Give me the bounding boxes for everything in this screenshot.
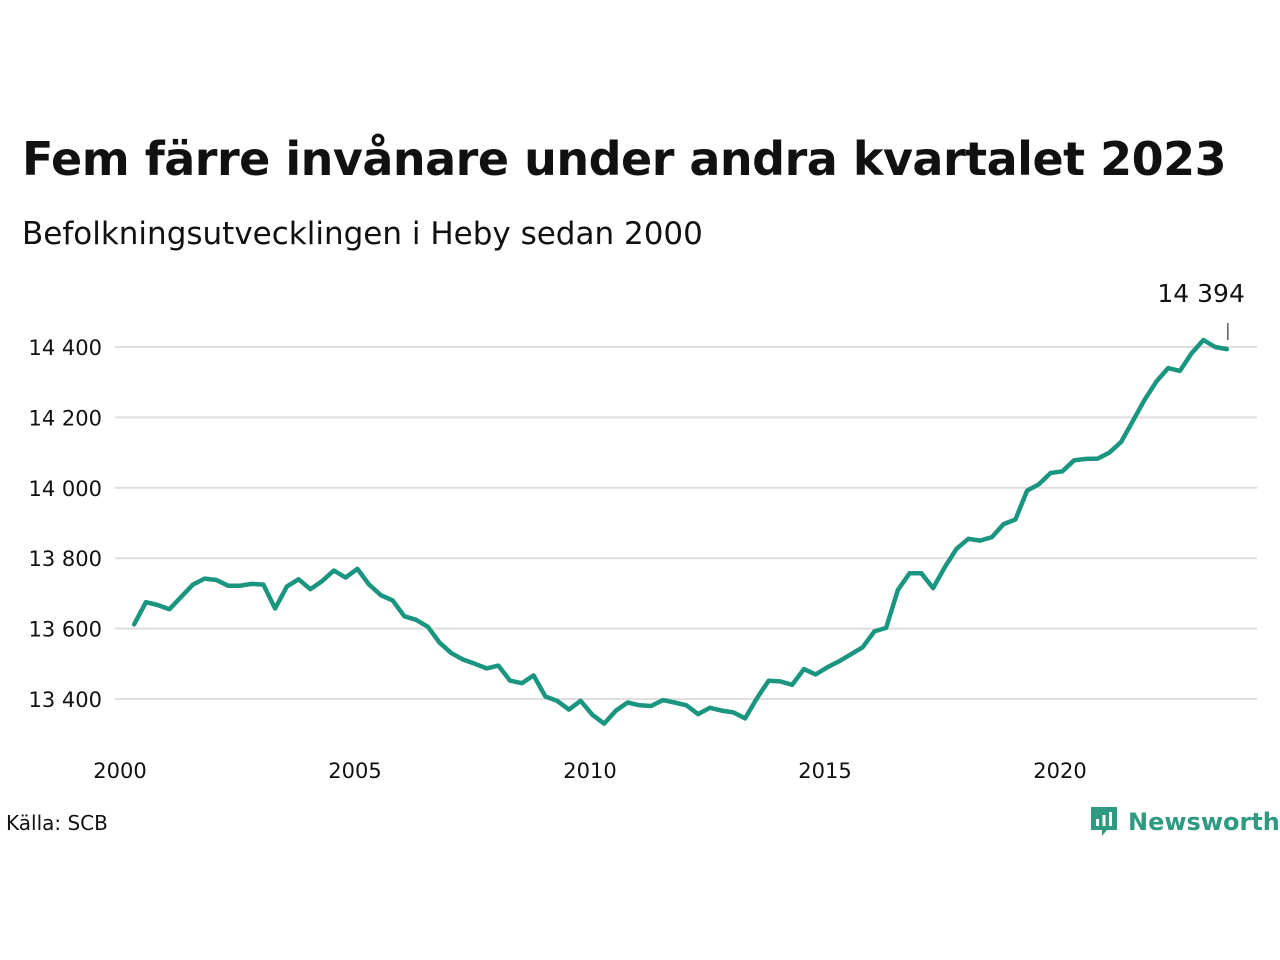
x-tick-label: 2000 <box>93 759 146 783</box>
chart-subtitle: Befolkningsutvecklingen i Heby sedan 200… <box>22 216 703 252</box>
end-value-annotation: 14 394 <box>1157 279 1245 340</box>
y-tick-label: 14 000 <box>29 477 102 501</box>
brand-name: Newsworthy <box>1128 808 1280 836</box>
source-note: Källa: SCB <box>6 811 108 835</box>
x-tick-label: 2005 <box>328 759 381 783</box>
series-line-group <box>131 337 1230 726</box>
y-tick-label: 13 400 <box>29 688 102 712</box>
x-tick-label: 2020 <box>1033 759 1086 783</box>
end-value-label: 14 394 <box>1157 279 1244 308</box>
series-line <box>131 337 1230 726</box>
gridlines <box>115 346 1257 700</box>
newsworthy-logo-icon <box>1091 807 1117 836</box>
chart-title: Fem färre invånare under andra kvartalet… <box>22 132 1227 186</box>
x-axis-tick-labels: 2000 2005 2010 2015 2020 <box>93 759 1086 783</box>
brand-logo[interactable]: Newsworthy <box>1088 804 1280 840</box>
x-tick-label: 2010 <box>563 759 616 783</box>
y-tick-label: 13 600 <box>29 618 102 642</box>
y-axis-tick-labels: 13 400 13 600 13 800 14 000 14 200 14 400 <box>29 336 102 712</box>
x-tick-label: 2015 <box>798 759 851 783</box>
y-tick-label: 13 800 <box>29 547 102 571</box>
y-tick-label: 14 400 <box>29 336 102 360</box>
y-tick-label: 14 200 <box>29 406 102 430</box>
